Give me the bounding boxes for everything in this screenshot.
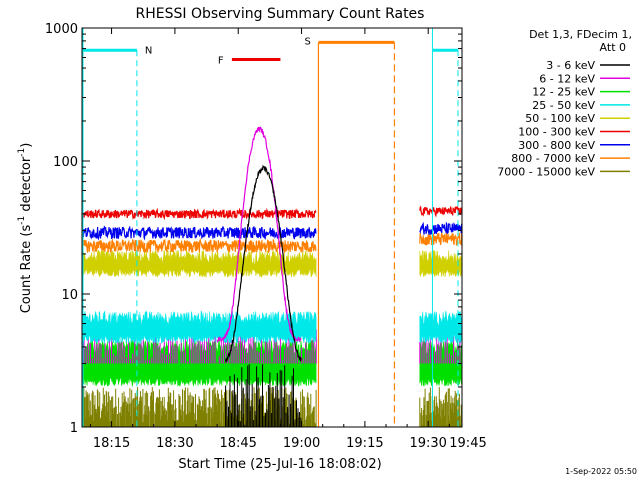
generation-timestamp: 1-Sep-2022 05:50: [565, 467, 637, 476]
legend-label-7: 800 - 7000 keV: [511, 152, 595, 165]
legend-label-6: 300 - 800 keV: [518, 139, 595, 152]
x-tick-label-6: 19:45: [449, 436, 486, 451]
series-25-50kev-pre: [81, 310, 317, 345]
x-tick-label-3: 19:00: [283, 436, 320, 451]
legend-header-line1: Det 1,3, FDecim 1,: [529, 28, 632, 41]
x-tick-label-2: 18:45: [219, 436, 256, 451]
series-100-300kev-post: [419, 205, 463, 218]
x-tick-label-1: 18:30: [156, 436, 193, 451]
x-axis-label: Start Time (25-Jul-16 18:08:02): [178, 457, 381, 472]
night-label: N: [145, 45, 152, 56]
legend-label-0: 3 - 6 keV: [546, 59, 595, 72]
y-tick-label-2: 100: [53, 155, 78, 170]
legend-label-5: 100 - 300 keV: [518, 126, 595, 139]
y-axis-ticks: 1 10 100 1000: [45, 22, 462, 436]
legend-header-line2: Att 0: [600, 41, 626, 54]
annotations: N S F: [82, 28, 459, 427]
series-800-7000kev-post: [419, 232, 463, 246]
series-50-100kev-pre: [81, 249, 317, 279]
y-tick-label-1: 10: [61, 288, 78, 303]
y-tick-label-0: 1: [70, 421, 78, 436]
legend-label-8: 7000 - 15000 keV: [497, 165, 595, 178]
legend-label-1: 6 - 12 keV: [539, 72, 595, 85]
x-axis-ticks: 18:15 18:30 18:45 19:00 19:15 19:30 19:45: [89, 28, 487, 451]
y-axis-label: Count Rate (s-1 detector-1): [17, 143, 34, 314]
x-tick-label-5: 19:30: [409, 436, 446, 451]
series-6-12kev-flare: [216, 126, 302, 344]
chart-title: RHESSI Observing Summary Count Rates: [136, 6, 425, 22]
series-300-800kev-post: [419, 221, 463, 235]
legend-label-3: 25 - 50 keV: [532, 99, 595, 112]
legend-label-4: 50 - 100 keV: [525, 112, 595, 125]
series-3-6kev-flare: [225, 164, 302, 363]
legend-label-2: 12 - 25 keV: [532, 86, 595, 99]
series-3-6kev-dropouts: [225, 364, 302, 427]
x-tick-label-0: 18:15: [93, 436, 130, 451]
y-tick-label-3: 1000: [45, 22, 78, 37]
saa-label: S: [304, 36, 310, 47]
x-tick-label-4: 19:15: [346, 436, 383, 451]
plot-frame: [81, 27, 463, 428]
flare-label: F: [218, 55, 224, 66]
series-800-7000kev-pre: [81, 237, 317, 255]
plot-data: [81, 126, 463, 427]
series-3-6kev-dropouts-lines: [225, 364, 302, 427]
series-300-800kev-pre: [81, 225, 317, 241]
